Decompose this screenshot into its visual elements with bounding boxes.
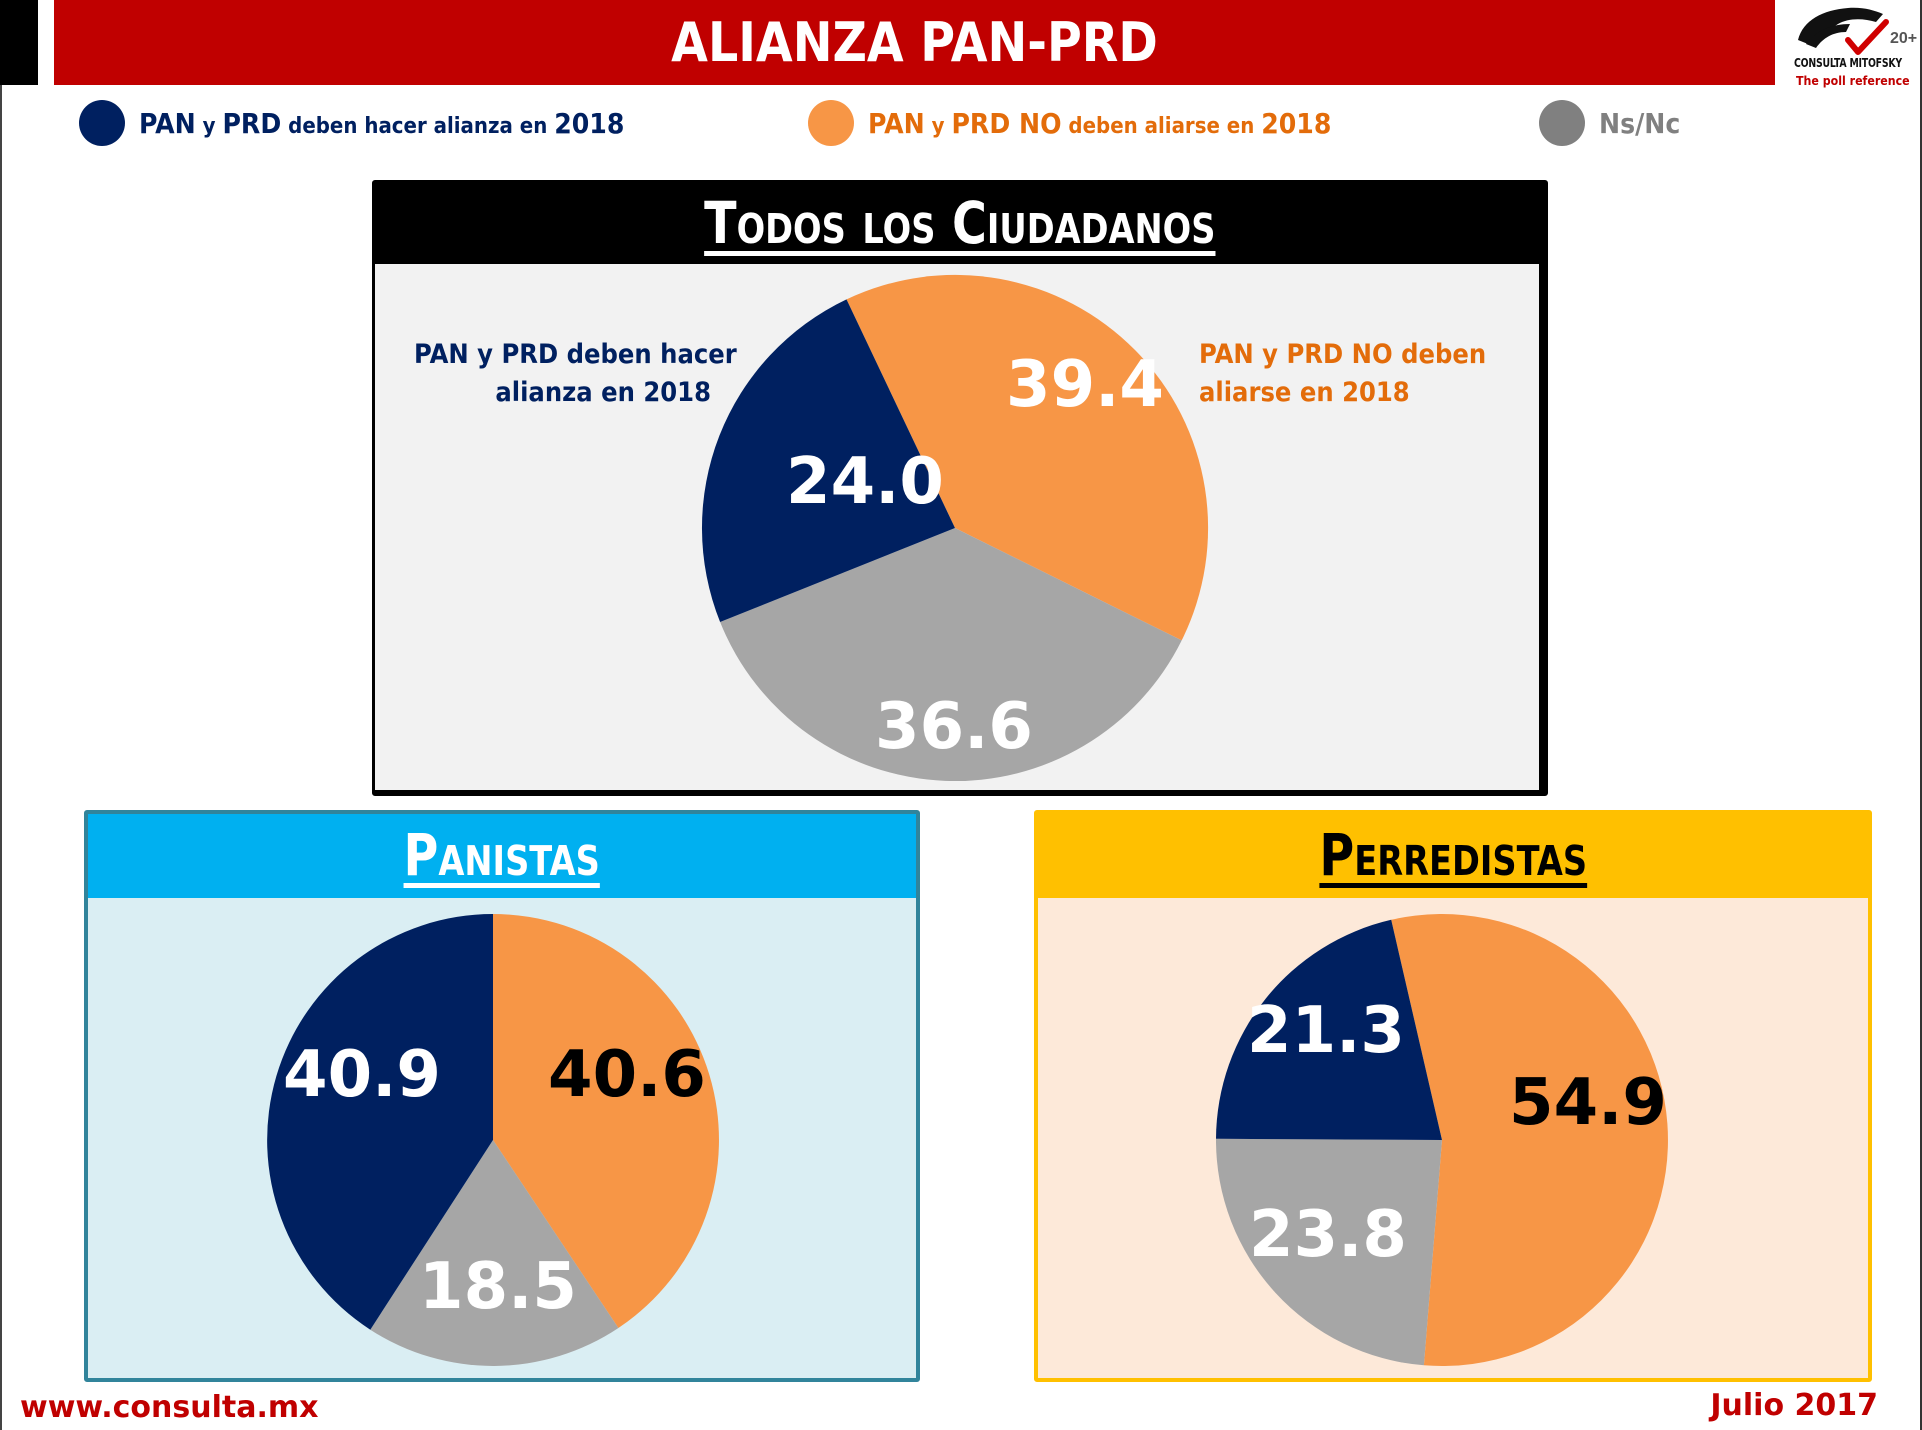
pie-value-no-alianza: 40.6 bbox=[548, 1038, 706, 1112]
pie-chart-todos: 24.0 39.4 36.6 bbox=[701, 274, 1209, 782]
pie-value-no-alianza: 54.9 bbox=[1509, 1066, 1667, 1140]
panel-todos: Todos los Ciudadanos 24.0 39.4 36.6 PAN … bbox=[372, 180, 1548, 796]
pie-value-nsnc: 18.5 bbox=[419, 1250, 577, 1324]
legend-item-alianza: PAN y PRD deben hacer alianza en 2018 bbox=[79, 100, 678, 146]
legend-item-no-alianza: PAN y PRD NO deben aliarse en 2018 bbox=[808, 100, 1383, 146]
logo-tagline: The poll reference bbox=[1796, 74, 1910, 88]
pie-value-alianza: 24.0 bbox=[786, 445, 944, 519]
panel-perredistas-title: Perredistas bbox=[1319, 821, 1587, 889]
panel-panistas-header: Panistas bbox=[88, 814, 916, 896]
pie-slice-no-alianza bbox=[493, 914, 719, 1328]
pie-slice-nsnc bbox=[720, 528, 1182, 782]
pie-slice-alianza bbox=[267, 914, 493, 1330]
pie-slice-alianza bbox=[1216, 919, 1442, 1140]
panel-todos-body: 24.0 39.4 36.6 PAN y PRD deben hacer ali… bbox=[375, 264, 1542, 790]
header-black-block bbox=[0, 0, 38, 85]
footer-date: Julio 2017 bbox=[1710, 1388, 1878, 1423]
side-label-alianza: PAN y PRD deben hacer alianza en 2018 bbox=[414, 339, 737, 408]
legend-dot-orange-icon bbox=[808, 100, 854, 146]
panel-panistas-body: 40.9 40.6 18.5 bbox=[88, 898, 916, 1378]
legend-dot-navy-icon bbox=[79, 100, 125, 146]
pie-value-no-alianza: 39.4 bbox=[1006, 348, 1164, 422]
logo-brand-text: CONSULTA MITOFSKY bbox=[1794, 56, 1902, 70]
pie-value-alianza: 21.3 bbox=[1247, 994, 1405, 1068]
panel-todos-title: Todos los Ciudadanos bbox=[704, 189, 1216, 257]
page-title: ALIANZA PAN-PRD bbox=[671, 11, 1158, 74]
pie-slice-no-alianza bbox=[846, 274, 1209, 641]
legend-item-nsnc: Ns/Nc bbox=[1539, 100, 1689, 146]
panel-perredistas-body: 21.3 54.9 23.8 bbox=[1038, 898, 1868, 1378]
pie-value-nsnc: 36.6 bbox=[875, 690, 1033, 764]
pie-slice-nsnc bbox=[370, 1140, 619, 1366]
pie-slice-alianza bbox=[701, 299, 955, 622]
left-edge-line bbox=[0, 85, 2, 1430]
pie-chart-panistas: 40.9 40.6 18.5 bbox=[267, 914, 719, 1366]
panel-panistas: Panistas 40.9 40.6 18.5 bbox=[84, 810, 920, 1382]
legend-label-nsnc: Ns/Nc bbox=[1599, 106, 1681, 140]
pie-slice-no-alianza bbox=[1391, 914, 1668, 1367]
pie-chart-perredistas: 21.3 54.9 23.8 bbox=[1215, 914, 1668, 1367]
legend-label-no-alianza: PAN y PRD NO deben aliarse en 2018 bbox=[868, 106, 1332, 140]
title-bar: ALIANZA PAN-PRD bbox=[54, 0, 1775, 85]
side-label-no-alianza: PAN y PRD NO deben aliarse en 2018 bbox=[1199, 339, 1487, 408]
logo-mark-icon bbox=[1798, 7, 1889, 55]
pie-slice-nsnc bbox=[1215, 1138, 1442, 1366]
legend-dot-gray-icon bbox=[1539, 100, 1585, 146]
footer-website-link[interactable]: www.consulta.mx bbox=[20, 1390, 319, 1425]
panel-todos-header: Todos los Ciudadanos bbox=[375, 183, 1545, 263]
consulta-mitofsky-logo: 20+ CONSULTA MITOFSKY The poll reference bbox=[1778, 0, 1918, 95]
panel-perredistas: Perredistas 21.3 54.9 23.8 bbox=[1034, 810, 1872, 1382]
logo-anniversary-badge: 20+ bbox=[1890, 30, 1918, 47]
panel-panistas-title: Panistas bbox=[403, 821, 601, 889]
pie-value-alianza: 40.9 bbox=[283, 1038, 441, 1112]
pie-value-nsnc: 23.8 bbox=[1249, 1198, 1407, 1272]
legend-label-alianza: PAN y PRD deben hacer alianza en 2018 bbox=[139, 106, 625, 140]
right-edge-line bbox=[1920, 0, 1922, 1430]
panel-perredistas-header: Perredistas bbox=[1038, 814, 1868, 896]
